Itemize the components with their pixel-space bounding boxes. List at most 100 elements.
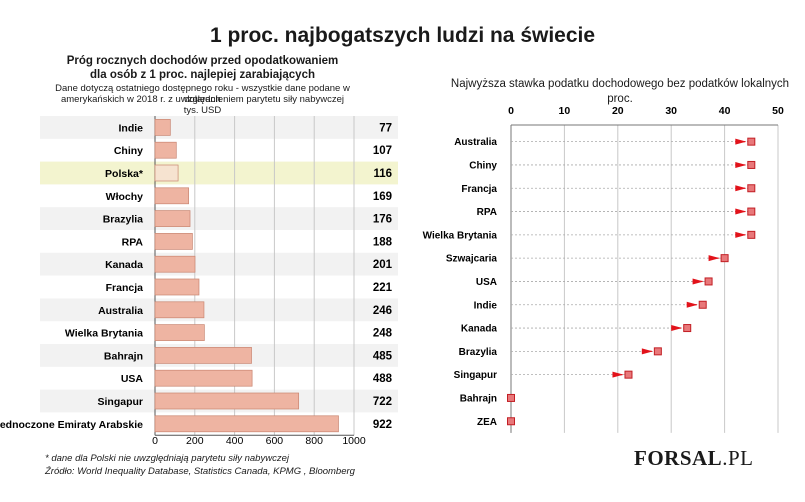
left-category-label: RPA — [122, 236, 144, 248]
logo-suffix: .PL — [722, 446, 754, 470]
bar — [154, 233, 193, 250]
data-marker — [747, 184, 756, 193]
left-category-label: Singapur — [97, 396, 143, 408]
data-marker — [624, 370, 633, 379]
bar-value-label: 488 — [373, 373, 393, 385]
right-x-tick-label: 20 — [612, 105, 624, 117]
right-category-label: Indie — [474, 300, 498, 311]
left-category-label: Wielka Brytania — [65, 328, 143, 340]
row-stripe — [40, 207, 398, 230]
row-stripe — [40, 116, 398, 139]
bar — [154, 324, 205, 341]
right-x-tick-label: 50 — [772, 105, 784, 117]
right-category-label: ZEA — [477, 417, 497, 428]
left-x-tick-label: 600 — [266, 435, 284, 447]
left-x-tick-label: 800 — [305, 435, 323, 447]
bar — [154, 119, 171, 136]
bar — [154, 347, 252, 364]
bar — [154, 415, 339, 433]
left-category-label: Zjednoczone Emiraty Arabskie — [0, 419, 143, 431]
left-category-label: Bahrajn — [104, 350, 143, 362]
left-chart-title-line2: dla osób z 1 proc. najlepiej zarabiający… — [90, 69, 315, 81]
right-category-label: Francja — [461, 184, 497, 195]
left-category-label: USA — [121, 373, 144, 385]
left-x-tick-label: 1000 — [342, 435, 366, 447]
data-marker — [747, 160, 756, 169]
bar — [154, 369, 253, 387]
left-x-tick-label: 400 — [226, 435, 244, 447]
bar-value-label: 922 — [373, 419, 392, 431]
right-category-label: Bahrajn — [460, 393, 497, 404]
bar — [154, 164, 179, 182]
right-chart-title-line2: proc. — [607, 93, 633, 105]
bar-value-label: 246 — [373, 305, 392, 317]
page-title: 1 proc. najbogatszych ludzi na świecie — [209, 24, 596, 47]
logo-main: FORSAL — [634, 446, 723, 470]
left-category-label: Brazylia — [103, 214, 143, 226]
bar — [154, 278, 200, 296]
source-note: Źródło: World Inequality Database, Stati… — [45, 466, 355, 477]
bar — [154, 141, 177, 159]
right-x-tick-label: 40 — [719, 105, 731, 117]
data-marker — [683, 324, 692, 333]
left-category-label: Australia — [98, 305, 143, 317]
right-x-tick-label: 0 — [508, 105, 514, 117]
data-marker — [507, 417, 515, 426]
left-category-label: Chiny — [114, 145, 143, 157]
data-marker — [704, 277, 713, 286]
right-category-label: Wielka Brytania — [423, 230, 498, 241]
left-x-tick-label: 200 — [186, 435, 204, 447]
right-category-label: Kanada — [461, 324, 498, 335]
right-category-label: Chiny — [469, 160, 497, 171]
data-marker — [507, 393, 515, 402]
left-chart-unit: tys. USD — [183, 105, 222, 116]
data-marker — [653, 347, 662, 356]
bar-value-label: 248 — [373, 328, 393, 340]
left-category-label: Francja — [106, 282, 144, 294]
left-x-tick-label: 0 — [152, 435, 158, 447]
bar-value-label: 176 — [373, 214, 392, 226]
left-chart-title-line1: Próg rocznych dochodów przed opodatkowan… — [66, 55, 339, 67]
data-marker — [720, 254, 729, 263]
data-marker — [698, 300, 707, 309]
bar — [154, 301, 205, 319]
bar — [154, 210, 191, 227]
right-category-label: USA — [476, 277, 497, 288]
bar-value-label: 221 — [373, 282, 393, 294]
left-category-label: Indie — [118, 122, 143, 134]
right-chart-title-line1: Najwyższa stawka podatku dochodowego bez… — [450, 78, 790, 90]
bar-value-label: 107 — [373, 145, 392, 157]
bar-value-label: 485 — [373, 350, 393, 362]
footnote: * dane dla Polski nie uwzględniają paryt… — [45, 453, 289, 464]
right-category-label: Brazylia — [459, 347, 498, 358]
bar-value-label: 116 — [373, 168, 392, 180]
right-category-label: Australia — [454, 137, 497, 148]
right-x-tick-label: 30 — [665, 105, 677, 117]
forsal-logo: FORSAL.PL — [634, 446, 753, 471]
bar — [154, 392, 300, 410]
bar — [154, 187, 189, 205]
bar-value-label: 77 — [379, 122, 392, 134]
right-chart-title: Najwyższa stawka podatku dochodowego bez… — [440, 77, 800, 107]
bar-value-label: 188 — [373, 236, 393, 248]
right-category-label: RPA — [477, 207, 497, 218]
data-marker — [747, 230, 756, 239]
bar-value-label: 722 — [373, 396, 392, 408]
bar-value-label: 201 — [373, 259, 393, 271]
left-chart-note-line2: amerykańskich w 2018 r. z uwzględnieniem… — [60, 94, 345, 105]
data-marker — [747, 137, 756, 146]
row-stripe — [40, 298, 398, 322]
left-category-label: Włochy — [106, 191, 143, 203]
right-category-label: Singapur — [454, 370, 497, 381]
right-category-label: Szwajcaria — [446, 254, 498, 265]
left-category-label: Polska* — [105, 168, 144, 180]
bar-value-label: 169 — [373, 191, 392, 203]
right-x-tick-label: 10 — [559, 105, 571, 117]
row-stripe — [40, 252, 398, 276]
left-chart-note-line1: Dane dotyczą ostatniego dostępnego roku … — [55, 83, 350, 105]
highlight-band — [40, 161, 398, 185]
left-category-label: Kanada — [105, 259, 143, 271]
data-marker — [747, 207, 756, 216]
bar — [154, 255, 196, 273]
